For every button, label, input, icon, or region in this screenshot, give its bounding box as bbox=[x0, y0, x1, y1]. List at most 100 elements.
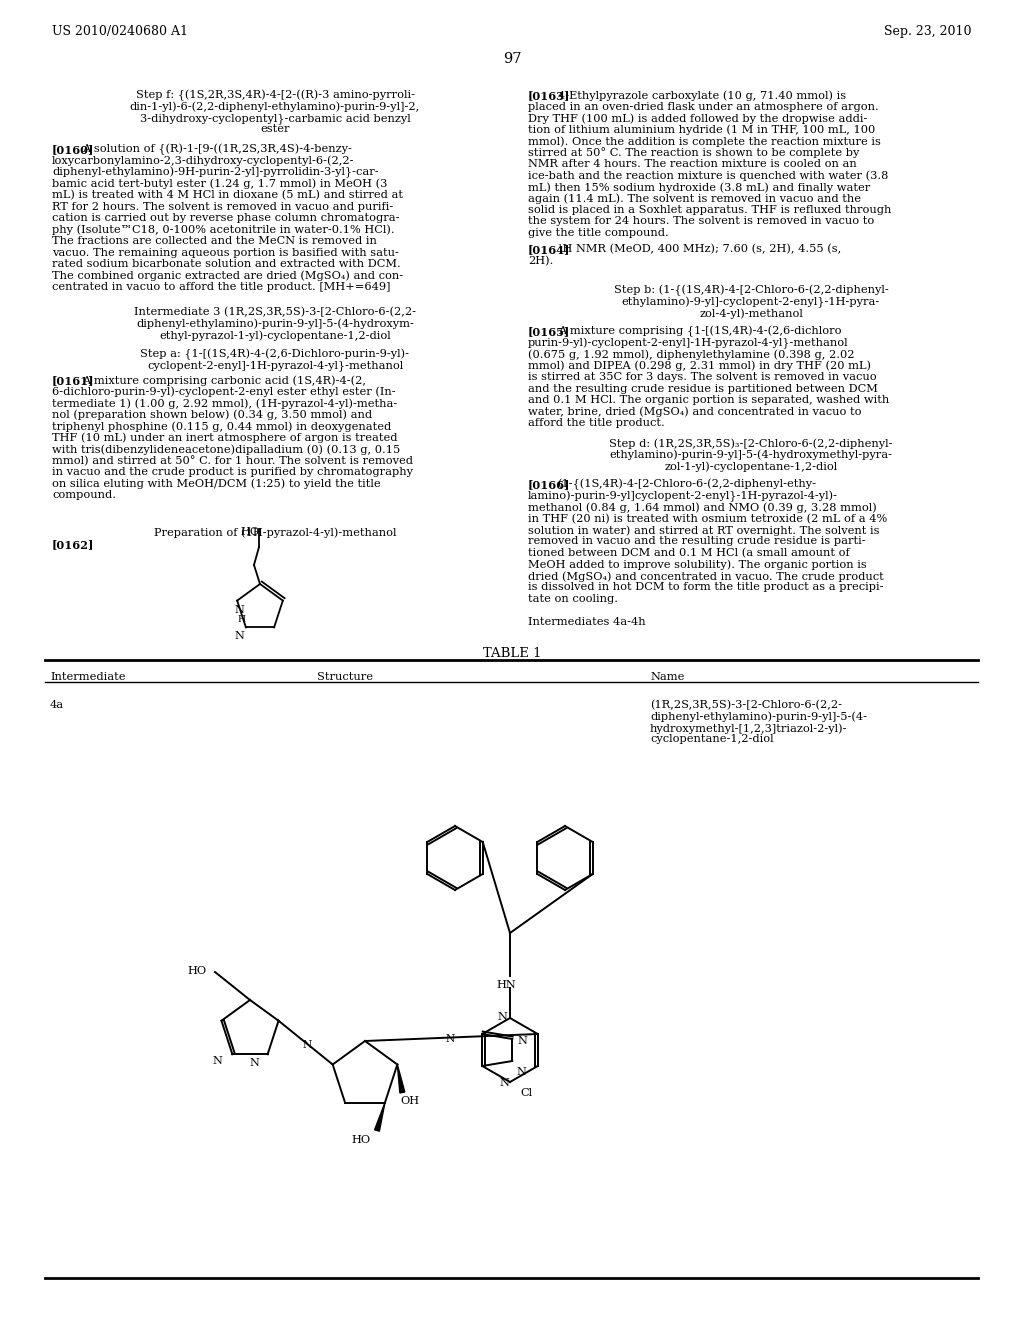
Text: cation is carried out by reverse phase column chromatogra-: cation is carried out by reverse phase c… bbox=[52, 213, 399, 223]
Text: solution in water) and stirred at RT overnight. The solvent is: solution in water) and stirred at RT ove… bbox=[528, 525, 880, 536]
Text: Structure: Structure bbox=[317, 672, 373, 682]
Text: A mixture comprising {1-[(1S,4R)-4-(2,6-dichloro: A mixture comprising {1-[(1S,4R)-4-(2,6-… bbox=[558, 326, 841, 338]
Text: the system for 24 hours. The solvent is removed in vacuo to: the system for 24 hours. The solvent is … bbox=[528, 216, 874, 227]
Text: ¹H NMR (MeOD, 400 MHz); 7.60 (s, 2H), 4.55 (s,: ¹H NMR (MeOD, 400 MHz); 7.60 (s, 2H), 4.… bbox=[558, 244, 841, 255]
Text: 2H).: 2H). bbox=[528, 256, 553, 265]
Text: mL) is treated with 4 M HCl in dioxane (5 mL) and stirred at: mL) is treated with 4 M HCl in dioxane (… bbox=[52, 190, 403, 201]
Text: [0164]: [0164] bbox=[528, 244, 570, 255]
Text: [0160]: [0160] bbox=[52, 144, 94, 154]
Text: (1-{(1S,4R)-4-[2-Chloro-6-(2,2-diphenyl-ethy-: (1-{(1S,4R)-4-[2-Chloro-6-(2,2-diphenyl-… bbox=[558, 479, 816, 490]
Text: N: N bbox=[234, 631, 245, 642]
Text: in vacuo and the crude product is purified by chromatography: in vacuo and the crude product is purifi… bbox=[52, 467, 413, 477]
Text: The fractions are collected and the MeCN is removed in: The fractions are collected and the MeCN… bbox=[52, 236, 377, 246]
Text: nol (preparation shown below) (0.34 g, 3.50 mmol) and: nol (preparation shown below) (0.34 g, 3… bbox=[52, 409, 372, 420]
Text: mL) then 15% sodium hydroxide (3.8 mL) and finally water: mL) then 15% sodium hydroxide (3.8 mL) a… bbox=[528, 182, 870, 193]
Text: cyclopentane-1,2-diol: cyclopentane-1,2-diol bbox=[650, 734, 773, 744]
Text: water, brine, dried (MgSO₄) and concentrated in vacuo to: water, brine, dried (MgSO₄) and concentr… bbox=[528, 407, 861, 417]
Text: and the resulting crude residue is partitioned between DCM: and the resulting crude residue is parti… bbox=[528, 384, 878, 393]
Text: N: N bbox=[499, 1078, 509, 1088]
Text: ethyl-pyrazol-1-yl)-cyclopentane-1,2-diol: ethyl-pyrazol-1-yl)-cyclopentane-1,2-dio… bbox=[159, 330, 391, 341]
Text: 4-Ethylpyrazole carboxylate (10 g, 71.40 mmol) is: 4-Ethylpyrazole carboxylate (10 g, 71.40… bbox=[558, 90, 846, 100]
Text: zol-1-yl)-cyclopentane-1,2-diol: zol-1-yl)-cyclopentane-1,2-diol bbox=[665, 461, 838, 471]
Text: in THF (20 ni) is treated with osmium tetroxide (2 mL of a 4%: in THF (20 ni) is treated with osmium te… bbox=[528, 513, 887, 524]
Text: HO: HO bbox=[351, 1134, 370, 1144]
Text: din-1-yl)-6-(2,2-diphenyl-ethylamino)-purin-9-yl]-2,: din-1-yl)-6-(2,2-diphenyl-ethylamino)-pu… bbox=[130, 102, 420, 112]
Text: US 2010/0240680 A1: US 2010/0240680 A1 bbox=[52, 25, 188, 38]
Text: solid is placed in a Soxhlet apparatus. THF is refluxed through: solid is placed in a Soxhlet apparatus. … bbox=[528, 205, 891, 215]
Text: afford the title product.: afford the title product. bbox=[528, 418, 665, 428]
Text: cyclopent-2-enyl]-1H-pyrazol-4-yl}-methanol: cyclopent-2-enyl]-1H-pyrazol-4-yl}-metha… bbox=[146, 360, 403, 371]
Text: HO: HO bbox=[240, 527, 259, 537]
Text: Sep. 23, 2010: Sep. 23, 2010 bbox=[885, 25, 972, 38]
Text: Cl: Cl bbox=[520, 1088, 532, 1098]
Text: bamic acid tert-butyl ester (1.24 g, 1.7 mmol) in MeOH (3: bamic acid tert-butyl ester (1.24 g, 1.7… bbox=[52, 178, 387, 189]
Text: N: N bbox=[517, 1036, 527, 1045]
Text: N: N bbox=[445, 1035, 455, 1044]
Text: mmol). Once the addition is complete the reaction mixture is: mmol). Once the addition is complete the… bbox=[528, 136, 881, 147]
Text: give the title compound.: give the title compound. bbox=[528, 228, 669, 238]
Text: Intermediate: Intermediate bbox=[50, 672, 126, 682]
Text: ester: ester bbox=[260, 124, 290, 135]
Text: ethylamino)-purin-9-yl]-5-(4-hydroxymethyl-pyra-: ethylamino)-purin-9-yl]-5-(4-hydroxymeth… bbox=[609, 450, 893, 461]
Text: compound.: compound. bbox=[52, 490, 116, 500]
Text: N: N bbox=[516, 1067, 526, 1077]
Text: rated sodium bicarbonate solution and extracted with DCM.: rated sodium bicarbonate solution and ex… bbox=[52, 259, 400, 269]
Text: stirred at 50° C. The reaction is shown to be complete by: stirred at 50° C. The reaction is shown … bbox=[528, 148, 859, 158]
Text: placed in an oven-dried flask under an atmosphere of argon.: placed in an oven-dried flask under an a… bbox=[528, 102, 879, 111]
Text: tioned between DCM and 0.1 M HCl (a small amount of: tioned between DCM and 0.1 M HCl (a smal… bbox=[528, 548, 850, 558]
Text: diphenyl-ethylamino)-purin-9-yl]-5-(4-hydroxym-: diphenyl-ethylamino)-purin-9-yl]-5-(4-hy… bbox=[136, 318, 414, 329]
Text: 97: 97 bbox=[503, 51, 521, 66]
Text: Step b: (1-{(1S,4R)-4-[2-Chloro-6-(2,2-diphenyl-: Step b: (1-{(1S,4R)-4-[2-Chloro-6-(2,2-d… bbox=[613, 285, 889, 297]
Text: MeOH added to improve solubility). The organic portion is: MeOH added to improve solubility). The o… bbox=[528, 560, 866, 570]
Text: OH: OH bbox=[400, 1097, 420, 1106]
Text: [0162]: [0162] bbox=[52, 539, 94, 550]
Text: and 0.1 M HCl. The organic portion is separated, washed with: and 0.1 M HCl. The organic portion is se… bbox=[528, 395, 889, 405]
Text: ice-bath and the reaction mixture is quenched with water (3.8: ice-bath and the reaction mixture is que… bbox=[528, 170, 889, 181]
Text: diphenyl-ethylamino)-purin-9-yl]-5-(4-: diphenyl-ethylamino)-purin-9-yl]-5-(4- bbox=[650, 711, 867, 722]
Text: on silica eluting with MeOH/DCM (1:25) to yield the title: on silica eluting with MeOH/DCM (1:25) t… bbox=[52, 479, 381, 490]
Text: H: H bbox=[238, 615, 245, 623]
Text: Name: Name bbox=[650, 672, 684, 682]
Text: TABLE 1: TABLE 1 bbox=[482, 647, 542, 660]
Text: with tris(dibenzylideneacetone)dipalladium (0) (0.13 g, 0.15: with tris(dibenzylideneacetone)dipalladi… bbox=[52, 444, 400, 454]
Text: [0163]: [0163] bbox=[528, 90, 570, 102]
Text: [0161]: [0161] bbox=[52, 375, 94, 385]
Text: A mixture comprising carbonic acid (1S,4R)-4-(2,: A mixture comprising carbonic acid (1S,4… bbox=[82, 375, 366, 385]
Text: 3-dihydroxy-cyclopentyl}-carbamic acid benzyl: 3-dihydroxy-cyclopentyl}-carbamic acid b… bbox=[139, 114, 411, 124]
Text: THF (10 mL) under an inert atmosphere of argon is treated: THF (10 mL) under an inert atmosphere of… bbox=[52, 433, 397, 444]
Text: 6-dichloro-purin-9-yl)-cyclopent-2-enyl ester ethyl ester (In-: 6-dichloro-purin-9-yl)-cyclopent-2-enyl … bbox=[52, 387, 395, 397]
Text: again (11.4 mL). The solvent is removed in vacuo and the: again (11.4 mL). The solvent is removed … bbox=[528, 194, 861, 205]
Text: tate on cooling.: tate on cooling. bbox=[528, 594, 618, 605]
Text: triphenyl phosphine (0.115 g, 0.44 mmol) in deoxygenated: triphenyl phosphine (0.115 g, 0.44 mmol)… bbox=[52, 421, 391, 432]
Text: N: N bbox=[234, 605, 244, 615]
Text: Intermediate 3 (1R,2S,3R,5S)-3-[2-Chloro-6-(2,2-: Intermediate 3 (1R,2S,3R,5S)-3-[2-Chloro… bbox=[134, 308, 416, 317]
Text: is dissolved in hot DCM to form the title product as a precipi-: is dissolved in hot DCM to form the titl… bbox=[528, 582, 884, 593]
Text: Step a: {1-[(1S,4R)-4-(2,6-Dichloro-purin-9-yl)-: Step a: {1-[(1S,4R)-4-(2,6-Dichloro-puri… bbox=[140, 348, 410, 360]
Text: mmol) and stirred at 50° C. for 1 hour. The solvent is removed: mmol) and stirred at 50° C. for 1 hour. … bbox=[52, 455, 413, 466]
Text: (1R,2S,3R,5S)-3-[2-Chloro-6-(2,2-: (1R,2S,3R,5S)-3-[2-Chloro-6-(2,2- bbox=[650, 700, 842, 710]
Text: removed in vacuo and the resulting crude residue is parti-: removed in vacuo and the resulting crude… bbox=[528, 536, 865, 546]
Text: termediate 1) (1.00 g, 2.92 mmol), (1H-pyrazol-4-yl)-metha-: termediate 1) (1.00 g, 2.92 mmol), (1H-p… bbox=[52, 399, 397, 409]
Text: vacuo. The remaining aqueous portion is basified with satu-: vacuo. The remaining aqueous portion is … bbox=[52, 248, 399, 257]
Text: tion of lithium aluminium hydride (1 M in THF, 100 mL, 100: tion of lithium aluminium hydride (1 M i… bbox=[528, 124, 876, 135]
Text: NMR after 4 hours. The reaction mixture is cooled on an: NMR after 4 hours. The reaction mixture … bbox=[528, 158, 857, 169]
Text: ethylamino)-9-yl]-cyclopent-2-enyl}-1H-pyra-: ethylamino)-9-yl]-cyclopent-2-enyl}-1H-p… bbox=[622, 297, 880, 308]
Text: N: N bbox=[213, 1056, 222, 1067]
Text: is stirred at 35C for 3 days. The solvent is removed in vacuo: is stirred at 35C for 3 days. The solven… bbox=[528, 372, 877, 381]
Text: lamino)-purin-9-yl]cyclopent-2-enyl}-1H-pyrazol-4-yl)-: lamino)-purin-9-yl]cyclopent-2-enyl}-1H-… bbox=[528, 491, 838, 502]
Text: hydroxymethyl-[1,2,3]triazol-2-yl)-: hydroxymethyl-[1,2,3]triazol-2-yl)- bbox=[650, 723, 848, 734]
Text: RT for 2 hours. The solvent is removed in vacuo and purifi-: RT for 2 hours. The solvent is removed i… bbox=[52, 202, 393, 211]
Text: The combined organic extracted are dried (MgSO₄) and con-: The combined organic extracted are dried… bbox=[52, 271, 403, 281]
Text: Step d: (1R,2S,3R,5S)₃-[2-Chloro-6-(2,2-diphenyl-: Step d: (1R,2S,3R,5S)₃-[2-Chloro-6-(2,2-… bbox=[609, 438, 893, 449]
Polygon shape bbox=[375, 1102, 385, 1131]
Text: mmol) and DIPEA (0.298 g, 2.31 mmol) in dry THF (20 mL): mmol) and DIPEA (0.298 g, 2.31 mmol) in … bbox=[528, 360, 871, 371]
Text: [0165]: [0165] bbox=[528, 326, 570, 337]
Text: A solution of {(R)-1-[9-((1R,2S,3R,4S)-4-benzy-: A solution of {(R)-1-[9-((1R,2S,3R,4S)-4… bbox=[82, 144, 351, 156]
Text: N: N bbox=[250, 1059, 260, 1068]
Text: diphenyl-ethylamino)-9H-purin-2-yl]-pyrrolidin-3-yl}-car-: diphenyl-ethylamino)-9H-purin-2-yl]-pyrr… bbox=[52, 168, 379, 178]
Text: Dry THF (100 mL) is added followed by the dropwise addi-: Dry THF (100 mL) is added followed by th… bbox=[528, 114, 867, 124]
Text: N: N bbox=[303, 1040, 312, 1049]
Text: centrated in vacuo to afford the title product. [MH+=649]: centrated in vacuo to afford the title p… bbox=[52, 282, 390, 292]
Text: (0.675 g, 1.92 mmol), diphenylethylamine (0.398 g, 2.02: (0.675 g, 1.92 mmol), diphenylethylamine… bbox=[528, 348, 854, 359]
Text: [0166]: [0166] bbox=[528, 479, 570, 490]
